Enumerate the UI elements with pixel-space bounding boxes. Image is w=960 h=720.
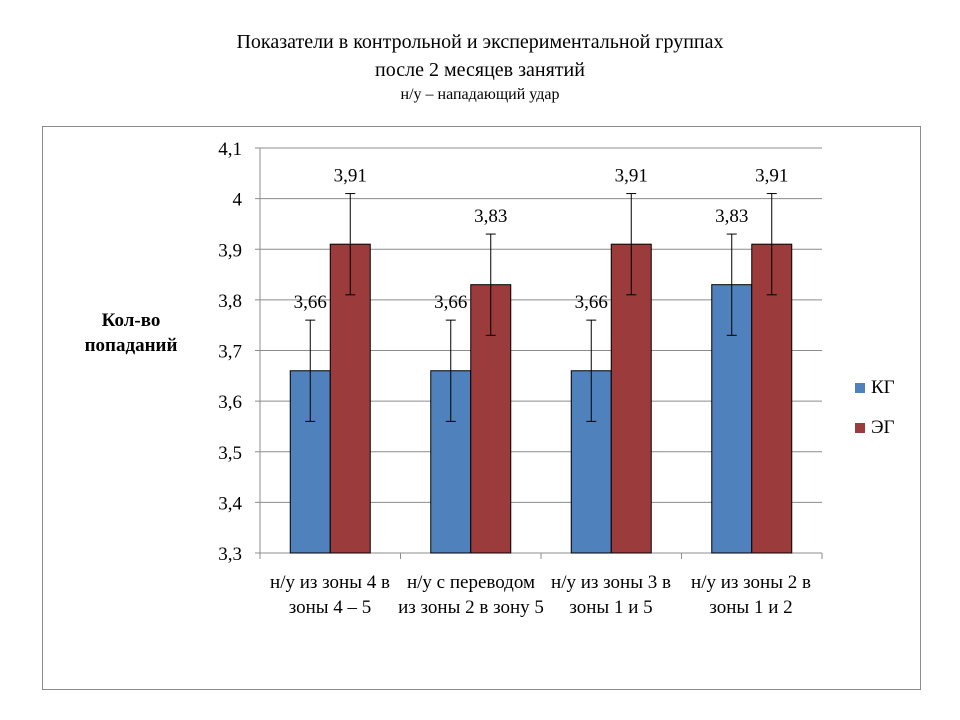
y-tick-label: 3,9	[218, 240, 242, 261]
bar-eg	[329, 243, 371, 554]
data-label: 3,66	[294, 292, 327, 313]
x-category-label: н/у из зоны 2 в зоны 1 и 2	[691, 572, 811, 618]
x-category-label: н/у из зоны 4 в зоны 4 – 5	[270, 572, 390, 618]
x-category-label: н/у с переводом из зоны 2 в зону 5	[398, 572, 544, 618]
title-line-1: Показатели в контрольной и экспериментал…	[236, 31, 724, 53]
legend-label-kg: КГ	[871, 377, 895, 398]
y-tick-label: 3,3	[218, 544, 242, 565]
bar-eg	[610, 243, 652, 554]
title-line-2: после 2 месяцев занятий	[375, 59, 585, 81]
data-label: 3,91	[615, 166, 648, 187]
bar-eg	[751, 243, 793, 554]
x-category-label: н/у из зоны 3 в зоны 1 и 5	[551, 572, 671, 618]
data-label: 3,83	[715, 206, 748, 227]
y-tick-label: 4	[233, 190, 243, 211]
data-label: 3,66	[575, 292, 608, 313]
data-label: 3,91	[755, 166, 788, 187]
y-tick-label: 4,1	[218, 139, 242, 160]
title-subtitle: н/у – нападающий удар	[400, 86, 560, 103]
chart-title: Показатели в контрольной и экспериментал…	[0, 28, 960, 106]
data-label: 3,66	[434, 292, 467, 313]
y-tick-label: 3,4	[218, 493, 242, 514]
data-label: 3,91	[334, 166, 367, 187]
data-label: 3,83	[474, 206, 507, 227]
legend-swatch-kg	[855, 383, 865, 393]
y-tick-label: 3,8	[218, 291, 242, 312]
y-tick-label: 3,6	[218, 392, 242, 413]
y-tick-label: 3,5	[218, 443, 242, 464]
legend-swatch-eg	[855, 423, 865, 433]
y-tick-label: 3,7	[218, 342, 242, 363]
y-axis-label: Кол-во попаданий	[84, 310, 178, 356]
legend-label-eg: ЭГ	[871, 417, 895, 438]
